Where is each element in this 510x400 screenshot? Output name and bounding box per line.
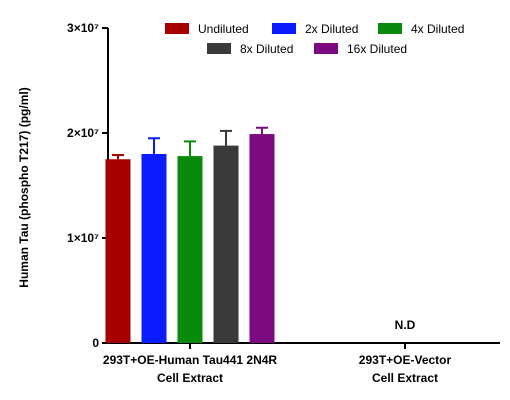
legend-swatch bbox=[378, 23, 402, 34]
legend-swatch bbox=[272, 23, 296, 34]
bar bbox=[105, 159, 131, 343]
plot-area: 0 1×10⁷ 2×10⁷ 3×10⁷ Human Tau (phospho T217)… bbox=[17, 21, 500, 385]
x-category-label: 293T+OE-Vector bbox=[359, 353, 452, 367]
legend-label: 4x Diluted bbox=[411, 22, 464, 36]
legend-swatch bbox=[165, 23, 189, 34]
x-category-label: 293T+OE-Human Tau441 2N4R bbox=[103, 353, 278, 367]
bar bbox=[177, 156, 203, 343]
legend-label: 8x Diluted bbox=[240, 42, 293, 56]
y-tick-label: 0 bbox=[92, 336, 99, 350]
bar bbox=[249, 134, 275, 343]
bar bbox=[141, 154, 167, 343]
y-tick-label: 3×10⁷ bbox=[67, 21, 99, 35]
not-detected-annotation: N.D bbox=[395, 318, 416, 332]
legend-swatch bbox=[314, 43, 338, 54]
x-category-label-line2: Cell Extract bbox=[157, 371, 223, 385]
y-tick-label: 2×10⁷ bbox=[67, 126, 99, 140]
y-tick-label: 1×10⁷ bbox=[67, 231, 99, 245]
legend-label: 16x Diluted bbox=[347, 42, 407, 56]
legend-swatch bbox=[207, 43, 231, 54]
legend: Undiluted 2x Diluted 4x Diluted 8x Diluted 1… bbox=[165, 22, 464, 56]
x-category-label-line2: Cell Extract bbox=[372, 371, 438, 385]
legend-label: Undiluted bbox=[198, 22, 249, 36]
y-axis-title: Human Tau (phospho T217) (pg/ml) bbox=[17, 87, 31, 287]
bar bbox=[213, 145, 239, 343]
legend-label: 2x Diluted bbox=[305, 22, 358, 36]
